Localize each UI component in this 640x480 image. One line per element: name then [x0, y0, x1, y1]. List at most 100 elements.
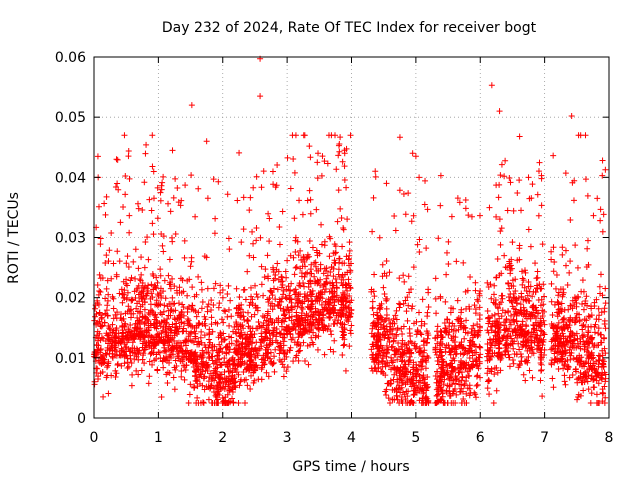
data-point: [493, 364, 500, 371]
data-point: [112, 373, 119, 380]
data-point: [551, 258, 558, 265]
data-point: [178, 308, 185, 315]
data-point: [306, 328, 313, 335]
data-point: [206, 326, 213, 333]
data-point: [451, 339, 458, 346]
data-point: [262, 266, 269, 273]
data-point: [174, 290, 181, 297]
data-point: [602, 285, 609, 292]
data-point: [248, 345, 255, 352]
data-point: [159, 327, 166, 334]
data-point: [559, 244, 566, 251]
data-point: [284, 257, 291, 264]
data-point: [404, 393, 411, 400]
data-point: [277, 347, 284, 354]
data-point: [456, 342, 463, 349]
data-point: [401, 371, 408, 378]
data-point: [579, 322, 586, 329]
data-point: [135, 265, 142, 272]
data-point: [145, 327, 152, 334]
data-point: [217, 282, 224, 289]
data-point: [369, 304, 376, 311]
data-point: [383, 342, 390, 349]
data-point: [287, 304, 294, 311]
data-point: [312, 305, 319, 312]
data-point: [248, 313, 255, 320]
data-point: [514, 190, 521, 197]
data-point: [253, 237, 260, 244]
data-point: [330, 250, 337, 257]
data-point: [405, 361, 412, 368]
data-point: [599, 172, 606, 179]
data-point: [374, 342, 381, 349]
data-point: [533, 282, 540, 289]
data-point: [92, 313, 99, 320]
data-point: [133, 367, 140, 374]
data-point: [383, 315, 390, 322]
data-point: [306, 237, 313, 244]
data-point: [550, 268, 557, 275]
y-tick-label: 0: [77, 411, 86, 427]
data-point: [584, 378, 591, 385]
data-point: [239, 352, 246, 359]
data-point: [301, 132, 308, 139]
data-point: [577, 358, 584, 365]
data-point: [97, 349, 104, 356]
data-point: [432, 346, 439, 353]
data-point: [339, 289, 346, 296]
data-point: [575, 132, 582, 139]
data-point: [555, 342, 562, 349]
data-point: [103, 307, 110, 314]
data-point: [494, 353, 501, 360]
data-point: [193, 325, 200, 332]
data-point: [400, 272, 407, 279]
data-point: [321, 158, 328, 165]
data-point: [208, 382, 215, 389]
data-point: [238, 341, 245, 348]
data-point: [231, 374, 238, 381]
data-point: [325, 301, 332, 308]
data-point: [345, 255, 352, 262]
data-point: [393, 386, 400, 393]
data-point: [393, 316, 400, 323]
data-point: [98, 315, 105, 322]
data-point: [345, 280, 352, 287]
data-point: [185, 356, 192, 363]
data-point: [191, 384, 198, 391]
data-point: [312, 280, 319, 287]
data-point: [272, 346, 279, 353]
data-point: [257, 93, 264, 100]
data-point: [192, 213, 199, 220]
data-point: [118, 311, 125, 318]
data-point: [278, 273, 285, 280]
data-point: [133, 305, 140, 312]
data-point: [191, 373, 198, 380]
data-point: [279, 208, 286, 215]
data-point: [197, 399, 204, 406]
data-point: [185, 333, 192, 340]
data-point: [567, 344, 574, 351]
data-point: [471, 302, 478, 309]
data-point: [530, 350, 537, 357]
data-point: [214, 383, 221, 390]
data-point: [307, 154, 314, 161]
data-point: [564, 281, 571, 288]
data-point: [298, 309, 305, 316]
data-point: [486, 391, 493, 398]
data-point: [247, 385, 254, 392]
data-point: [573, 344, 580, 351]
data-point: [418, 322, 425, 329]
data-point: [122, 310, 129, 317]
data-point: [383, 386, 390, 393]
y-tick-label: 0.06: [55, 50, 86, 66]
data-point: [309, 300, 316, 307]
data-point: [232, 366, 239, 373]
data-point: [389, 386, 396, 393]
data-point: [104, 277, 111, 284]
data-point: [103, 374, 110, 381]
data-point: [270, 359, 277, 366]
data-point: [189, 323, 196, 330]
data-point: [510, 345, 517, 352]
data-point: [343, 184, 350, 191]
